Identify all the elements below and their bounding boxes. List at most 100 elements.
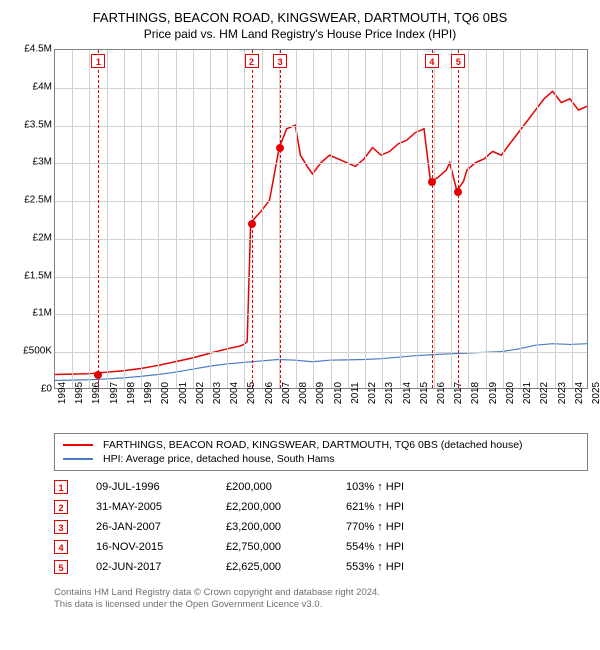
x-tick-label: 2017: [453, 382, 464, 404]
event-table-row: 2 31-MAY-2005£2,200,000621% ↑ HPI: [54, 497, 588, 517]
legend: FARTHINGS, BEACON ROAD, KINGSWEAR, DARTM…: [54, 433, 588, 471]
event-number: 5: [54, 560, 68, 574]
y-tick-label: £2M: [33, 232, 52, 243]
v-gridline: [296, 50, 297, 388]
legend-swatch: [63, 444, 93, 446]
v-gridline: [107, 50, 108, 388]
x-tick-label: 2008: [298, 382, 309, 404]
v-gridline: [210, 50, 211, 388]
x-tick-label: 2012: [367, 382, 378, 404]
event-dot: [94, 371, 102, 379]
v-gridline: [451, 50, 452, 388]
v-gridline: [468, 50, 469, 388]
event-pct: 621% ↑ HPI: [346, 501, 486, 513]
event-dot: [428, 178, 436, 186]
event-pct: 103% ↑ HPI: [346, 481, 486, 493]
event-pct: 770% ↑ HPI: [346, 521, 486, 533]
event-table-row: 416-NOV-2015£2,750,000554% ↑ HPI: [54, 537, 588, 557]
v-gridline: [262, 50, 263, 388]
x-tick-label: 1994: [57, 382, 68, 404]
event-date: 26-JAN-2007: [96, 521, 226, 533]
x-tick-label: 2021: [522, 382, 533, 404]
y-tick-label: £500K: [23, 346, 52, 357]
y-tick-label: £4M: [33, 81, 52, 92]
x-tick-label: 2004: [229, 382, 240, 404]
event-number: 4: [54, 540, 68, 554]
h-gridline: [55, 126, 587, 127]
x-tick-label: 2016: [436, 382, 447, 404]
event-marker: 2: [245, 54, 259, 68]
x-axis: 1994199519961997199819992000200120022003…: [54, 389, 588, 429]
event-dot: [248, 220, 256, 228]
event-dot: [276, 144, 284, 152]
x-tick-label: 2010: [333, 382, 344, 404]
event-price: £200,000: [226, 481, 346, 493]
event-table-row: 502-JUN-2017£2,625,000553% ↑ HPI: [54, 557, 588, 577]
event-table-row: 1 09-JUL-1996£200,000103% ↑ HPI: [54, 477, 588, 497]
plot-area: 12345: [54, 49, 588, 389]
footer-line1: Contains HM Land Registry data © Crown c…: [54, 587, 592, 599]
event-marker: 5: [451, 54, 465, 68]
y-tick-label: £3M: [33, 157, 52, 168]
v-gridline: [434, 50, 435, 388]
x-tick-label: 2011: [350, 382, 361, 404]
footer-line2: This data is licensed under the Open Gov…: [54, 599, 592, 611]
v-gridline: [572, 50, 573, 388]
x-tick-label: 1999: [143, 382, 154, 404]
event-price: £2,750,000: [226, 541, 346, 553]
v-gridline: [313, 50, 314, 388]
title-block: FARTHINGS, BEACON ROAD, KINGSWEAR, DARTM…: [8, 10, 592, 41]
x-tick-label: 2003: [212, 382, 223, 404]
chart-container: FARTHINGS, BEACON ROAD, KINGSWEAR, DARTM…: [0, 0, 600, 650]
event-line: [280, 50, 281, 388]
x-tick-label: 2000: [160, 382, 171, 404]
v-gridline: [555, 50, 556, 388]
h-gridline: [55, 314, 587, 315]
v-gridline: [244, 50, 245, 388]
y-tick-label: £1M: [33, 308, 52, 319]
h-gridline: [55, 277, 587, 278]
x-tick-label: 2001: [178, 382, 189, 404]
x-tick-label: 1998: [126, 382, 137, 404]
v-gridline: [520, 50, 521, 388]
event-marker: 4: [425, 54, 439, 68]
event-line: [98, 50, 99, 388]
event-marker: 1: [91, 54, 105, 68]
h-gridline: [55, 88, 587, 89]
v-gridline: [348, 50, 349, 388]
event-price: £3,200,000: [226, 521, 346, 533]
event-table-row: 3 26-JAN-2007£3,200,000770% ↑ HPI: [54, 517, 588, 537]
footer: Contains HM Land Registry data © Crown c…: [54, 587, 592, 612]
x-tick-label: 2024: [574, 382, 585, 404]
x-tick-label: 1997: [109, 382, 120, 404]
v-gridline: [365, 50, 366, 388]
x-tick-label: 2020: [505, 382, 516, 404]
y-tick-label: £2.5M: [24, 195, 52, 206]
x-tick-label: 2006: [264, 382, 275, 404]
event-number: 3: [54, 520, 68, 534]
v-gridline: [503, 50, 504, 388]
x-tick-label: 2018: [470, 382, 481, 404]
y-tick-label: £4.5M: [24, 44, 52, 55]
v-gridline: [382, 50, 383, 388]
chart-area: £0£500K£1M£1.5M£2M£2.5M£3M£3.5M£4M£4.5M …: [8, 49, 592, 429]
event-date: 09-JUL-1996: [96, 481, 226, 493]
line-series-svg: [55, 50, 587, 388]
legend-label: FARTHINGS, BEACON ROAD, KINGSWEAR, DARTM…: [103, 439, 523, 451]
x-tick-label: 2013: [384, 382, 395, 404]
legend-swatch: [63, 458, 93, 460]
event-number: 2: [54, 500, 68, 514]
y-tick-label: £0: [41, 384, 52, 395]
x-tick-label: 2009: [315, 382, 326, 404]
legend-item: HPI: Average price, detached house, Sout…: [63, 452, 579, 466]
x-tick-label: 2005: [246, 382, 257, 404]
event-date: 31-MAY-2005: [96, 501, 226, 513]
x-tick-label: 2022: [539, 382, 550, 404]
event-number: 1: [54, 480, 68, 494]
event-price: £2,200,000: [226, 501, 346, 513]
v-gridline: [141, 50, 142, 388]
v-gridline: [193, 50, 194, 388]
event-date: 02-JUN-2017: [96, 561, 226, 573]
event-date: 16-NOV-2015: [96, 541, 226, 553]
h-gridline: [55, 163, 587, 164]
